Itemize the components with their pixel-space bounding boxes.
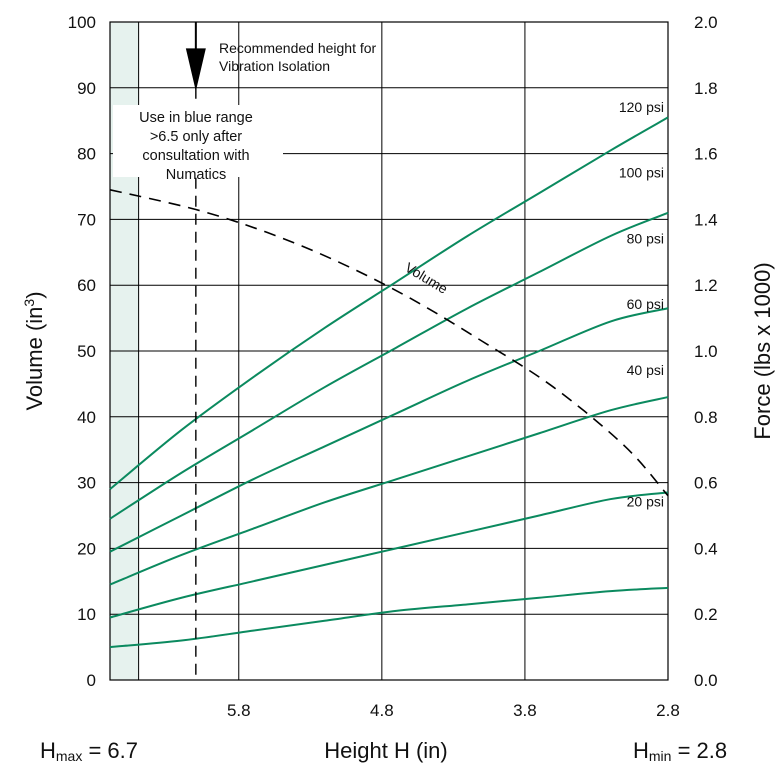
- y-left-tick-label: 50: [77, 342, 96, 361]
- y-right-tick-label: 2.0: [694, 13, 718, 32]
- recommended-height-arrow-icon: [185, 48, 206, 92]
- y-left-tick-label: 100: [68, 13, 96, 32]
- blue-range-note: Use in blue range >6.5 only after consulta…: [139, 110, 253, 183]
- recommended-height-text-line2: Vibration Isolation: [219, 58, 330, 74]
- x-tick-label: 4.8: [370, 701, 394, 720]
- blue-range-note-background: [113, 105, 283, 177]
- x-tick-label: 3.8: [513, 701, 537, 720]
- y-left-tick-label: 30: [77, 474, 96, 493]
- y-left-axis-title-sup: 3: [21, 299, 37, 307]
- y-right-tick-label: 1.8: [694, 79, 718, 98]
- blue-range-note-line: Use in blue range: [139, 110, 253, 126]
- x-tick-label: 5.8: [227, 701, 251, 720]
- series-label-120-psi: 120 psi: [619, 99, 664, 115]
- volume-series-label: Volume: [402, 259, 450, 297]
- y-right-tick-label: 1.0: [694, 342, 718, 361]
- y-left-tick-label: 80: [77, 145, 96, 164]
- series-label-20-psi: 20 psi: [627, 494, 664, 510]
- x-tick-label: 2.8: [656, 701, 680, 720]
- y-left-tick-label: 0: [87, 671, 96, 690]
- series-line-120-psi: [109, 116, 669, 490]
- hmin-label: Hmin = 2.8: [633, 738, 727, 764]
- volume-series-line: [109, 189, 669, 497]
- hmin-prefix: H: [633, 738, 649, 763]
- hmax-label: Hmax = 6.7: [40, 738, 138, 764]
- y-left-axis-title: Volume (in3): [21, 291, 47, 410]
- hmax-prefix: H: [40, 738, 56, 763]
- hmin-suffix: = 2.8: [671, 738, 727, 763]
- hmax-sub: max: [56, 748, 82, 764]
- y-right-tick-label: 1.2: [694, 276, 718, 295]
- y-left-tick-label: 20: [77, 539, 96, 558]
- series-labels: 120 psi 100 psi 80 psi 60 psi 40 psi 20 psi: [619, 99, 664, 510]
- y-right-tick-label: 1.4: [694, 210, 718, 229]
- y-left-axis-title-main: Volume (in: [22, 307, 47, 411]
- series-line-20-psi: [109, 586, 669, 649]
- series-label-60-psi: 60 psi: [627, 296, 664, 312]
- y-left-tick-label: 60: [77, 276, 96, 295]
- y-left-tick-label: 70: [77, 210, 96, 229]
- x-axis-title: Height H (in): [324, 738, 447, 763]
- series-label-40-psi: 40 psi: [627, 362, 664, 378]
- series-label-100-psi: 100 psi: [619, 165, 664, 181]
- blue-range-note-line: Numatics: [166, 167, 226, 183]
- y-left-axis-title-close: ): [22, 291, 47, 298]
- y-right-tick-label: 0.2: [694, 605, 718, 624]
- series-line-80-psi: [109, 307, 669, 553]
- y-left-tick-label: 10: [77, 605, 96, 624]
- force-curves: [109, 116, 669, 649]
- series-line-40-psi: [109, 491, 669, 619]
- blue-range-note-line: >6.5 only after: [150, 129, 242, 145]
- y-left-tick-label: 40: [77, 408, 96, 427]
- y-right-axis-title: Force (lbs x 1000): [750, 262, 775, 439]
- blue-range-note-line: consultation with: [142, 148, 249, 164]
- y-right-tick-label: 1.6: [694, 145, 718, 164]
- y-left-tick-label: 90: [77, 79, 96, 98]
- y-right-tick-label: 0.8: [694, 408, 718, 427]
- recommended-height-text-line1: Recommended height for: [219, 40, 377, 56]
- hmax-suffix: = 6.7: [82, 738, 138, 763]
- series-label-80-psi: 80 psi: [627, 230, 664, 246]
- y-left-tick-labels: 0 10 20 30 40 50 60 70 80 90 100: [68, 13, 96, 690]
- x-tick-labels: 5.8 4.8 3.8 2.8: [227, 701, 680, 720]
- y-right-tick-label: 0.0: [694, 671, 718, 690]
- y-right-tick-label: 0.6: [694, 474, 718, 493]
- plot-frame: [109, 21, 669, 681]
- series-line-60-psi: [109, 396, 669, 586]
- hmin-sub: min: [649, 748, 672, 764]
- y-right-tick-label: 0.4: [694, 539, 718, 558]
- series-line-100-psi: [109, 211, 669, 520]
- y-right-tick-labels: 0.0 0.2 0.4 0.6 0.8 1.0 1.2 1.4 1.6 1.8 2.0: [694, 13, 718, 690]
